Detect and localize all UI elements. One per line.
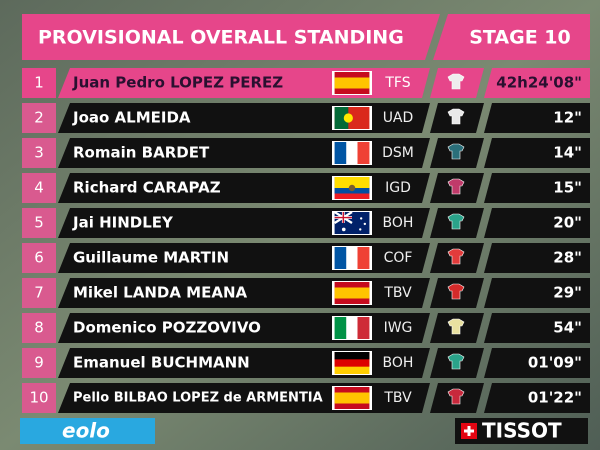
rank-box: [22, 103, 56, 133]
rider-name: Mikel LANDA MEANA: [73, 284, 248, 302]
time-band: [484, 383, 590, 413]
rank: 1: [34, 74, 44, 92]
time-gap: 15": [553, 179, 582, 197]
sponsor-left: eolo: [62, 419, 110, 443]
rank: 4: [34, 179, 44, 197]
time-band: [484, 278, 590, 308]
rank: 10: [29, 389, 48, 407]
rider-name: Pello BILBAO LOPEZ de ARMENTIA: [73, 391, 323, 406]
rank: 3: [34, 144, 44, 162]
jersey-icon: [447, 283, 465, 300]
time-gap: 14": [553, 144, 582, 162]
team-code: BOH: [383, 355, 414, 371]
jersey-icon: [447, 388, 465, 405]
jersey-icon: [447, 353, 465, 370]
team-code: IWG: [384, 320, 413, 336]
team-code: IGD: [385, 180, 411, 196]
rider-name: Domenico POZZOVIVO: [73, 319, 261, 337]
team-code: DSM: [382, 145, 414, 161]
rank: 7: [34, 284, 44, 302]
team-code: TBV: [383, 285, 412, 301]
team-code: BOH: [383, 215, 414, 231]
rank-box: [22, 138, 56, 168]
rider-name: Guillaume MARTIN: [73, 249, 229, 267]
rank-box: [22, 313, 56, 343]
time-gap: 28": [553, 249, 582, 267]
header-stage: STAGE 10: [469, 27, 571, 49]
team-code: TBV: [383, 390, 412, 406]
rank-box: [22, 348, 56, 378]
rank: 8: [34, 319, 44, 337]
rank: 2: [34, 109, 44, 127]
time-band: [484, 68, 590, 98]
jersey-icon: [447, 213, 465, 230]
flag: [334, 247, 370, 269]
jersey-icon: [447, 248, 465, 265]
time-gap: 01'09": [528, 354, 582, 372]
flag: [334, 72, 370, 94]
sponsor-left-box: [20, 418, 155, 444]
sponsor-right-box: [455, 418, 588, 444]
flag: [334, 142, 370, 164]
jersey-icon: [447, 108, 465, 125]
time-band: [484, 313, 590, 343]
rider-name: Emanuel BUCHMANN: [73, 354, 250, 372]
time-band: [484, 103, 590, 133]
rank: 9: [34, 354, 44, 372]
time-band: [484, 208, 590, 238]
rider-name: Jai HINDLEY: [72, 214, 174, 232]
sponsor-right: TISSOT: [482, 419, 562, 443]
time-band: [484, 173, 590, 203]
time-band: [484, 243, 590, 273]
rank-box: [22, 208, 56, 238]
time-gap: 29": [553, 284, 582, 302]
jersey-icon: [447, 143, 465, 160]
time-gap: 42h24'08": [496, 74, 582, 92]
jersey-icon: [447, 318, 465, 335]
tissot-cross: [464, 426, 474, 436]
time-band: [484, 138, 590, 168]
rider-name: Joao ALMEIDA: [72, 109, 191, 127]
rank: 5: [34, 214, 44, 232]
time-band: [484, 348, 590, 378]
team-code: COF: [384, 250, 413, 266]
flag: [334, 387, 370, 409]
header-title: PROVISIONAL OVERALL STANDING: [38, 27, 404, 49]
rank-box: [22, 173, 56, 203]
flag: [334, 317, 370, 339]
flag: [334, 107, 370, 129]
rank-box: [22, 278, 56, 308]
team-code: TFS: [384, 75, 410, 91]
time-gap: 01'22": [528, 389, 582, 407]
jersey-icon: [447, 73, 465, 90]
header-stage-bar: [433, 14, 590, 60]
standings-rows: 1 Juan Pedro LOPEZ PEREZ TFS 42h24'08" 2 Joao…: [22, 68, 590, 413]
team-code: UAD: [383, 110, 414, 126]
header-title-bar: [22, 14, 440, 60]
rank-box: [22, 383, 56, 413]
flag: [334, 177, 370, 199]
flag: [334, 282, 370, 304]
rank-box: [22, 68, 56, 98]
time-gap: 20": [553, 214, 582, 232]
time-gap: 54": [553, 319, 582, 337]
rider-name: Richard CARAPAZ: [73, 179, 221, 197]
flag: [334, 352, 370, 374]
flag: [333, 212, 371, 234]
rider-name: Juan Pedro LOPEZ PEREZ: [72, 74, 283, 92]
jersey-icon: [447, 178, 465, 195]
rank-box: [22, 243, 56, 273]
rider-name: Romain BARDET: [73, 144, 210, 162]
rank: 6: [34, 249, 44, 267]
time-gap: 12": [553, 109, 582, 127]
